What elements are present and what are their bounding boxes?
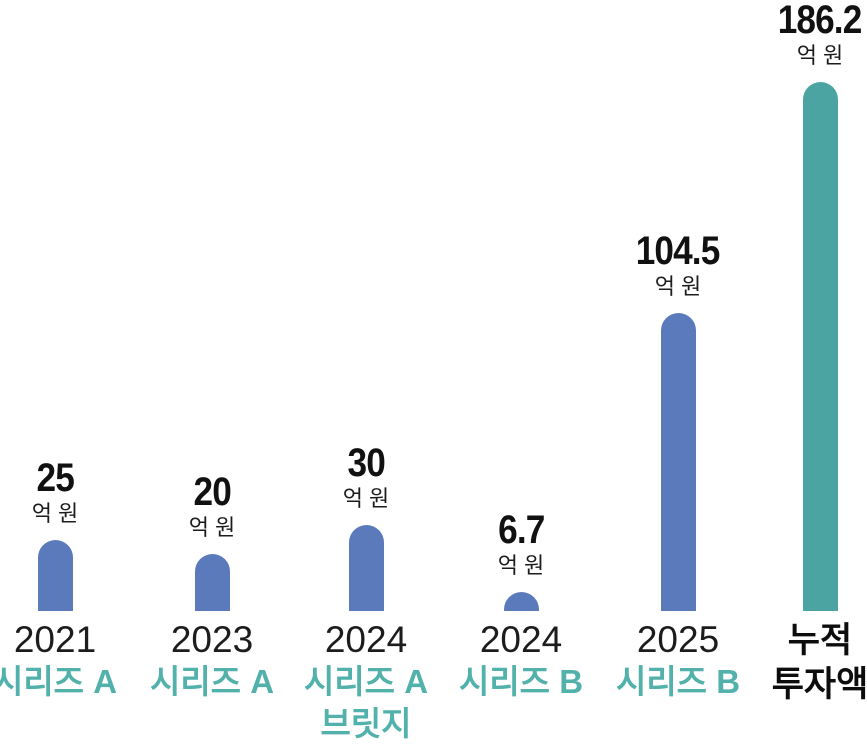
chart-column: 6.7 억 원 2024 시리즈 B [446,0,596,746]
year-label: 2021 [13,619,97,660]
bar-unit-label: 억 원 [31,500,79,526]
series-label: 시리즈 A [0,663,118,701]
series-label: 브릿지 [320,705,412,743]
chart-column: 104.5 억 원 2025 시리즈 B [603,0,753,746]
year-label: 2024 [324,619,408,660]
funding-bar [194,554,230,611]
funding-bar [37,540,73,611]
bar-value-label: 25 [36,455,74,500]
column-bar-area: 20 억 원 [137,0,287,611]
chart-column: 30 억 원 2024 시리즈 A 브릿지 [291,0,441,746]
column-bar-area: 25 억 원 [0,0,130,611]
bar-value-label: 186.2 [778,0,863,42]
bar-unit-label: 억 원 [796,43,844,68]
year-label: 2025 [636,619,720,660]
column-bar-area: 30 억 원 [291,0,441,611]
bar-value-label: 104.5 [636,228,721,273]
cumulative-label: 투자액 [771,664,867,704]
column-bar-area: 186.2 억 원 [745,0,867,611]
column-bar-area: 104.5 억 원 [603,0,753,611]
bar-value-label: 20 [193,469,231,514]
series-label: 시리즈 A [303,663,429,701]
bar-unit-label: 억 원 [342,485,390,511]
series-label: 시리즈 A [149,663,275,701]
funding-bar [660,313,696,611]
column-label-area: 2024 시리즈 A 브릿지 [291,611,441,746]
series-label: 시리즈 B [615,663,741,701]
cumulative-label: 누적 [787,621,853,660]
chart-column: 20 억 원 2023 시리즈 A [137,0,287,746]
bar-value-label: 6.7 [497,507,545,552]
series-label: 시리즈 B [458,663,584,701]
column-label-area: 2021 시리즈 A [0,611,130,746]
bar-unit-label: 억 원 [497,552,545,578]
column-label-area: 2024 시리즈 B [446,611,596,746]
funding-bar [348,525,384,611]
funding-bar [503,592,539,611]
column-label-area: 2023 시리즈 A [137,611,287,746]
chart-column: 25 억 원 2021 시리즈 A [0,0,130,746]
column-bar-area: 6.7 억 원 [446,0,596,611]
cumulative-bar [802,82,838,611]
bar-value-label: 30 [347,440,385,485]
year-label: 2024 [479,619,563,660]
year-label: 2023 [170,619,254,660]
bar-unit-label: 억 원 [188,514,236,540]
column-label-area: 2025 시리즈 B [603,611,753,746]
bar-unit-label: 억 원 [654,273,702,299]
